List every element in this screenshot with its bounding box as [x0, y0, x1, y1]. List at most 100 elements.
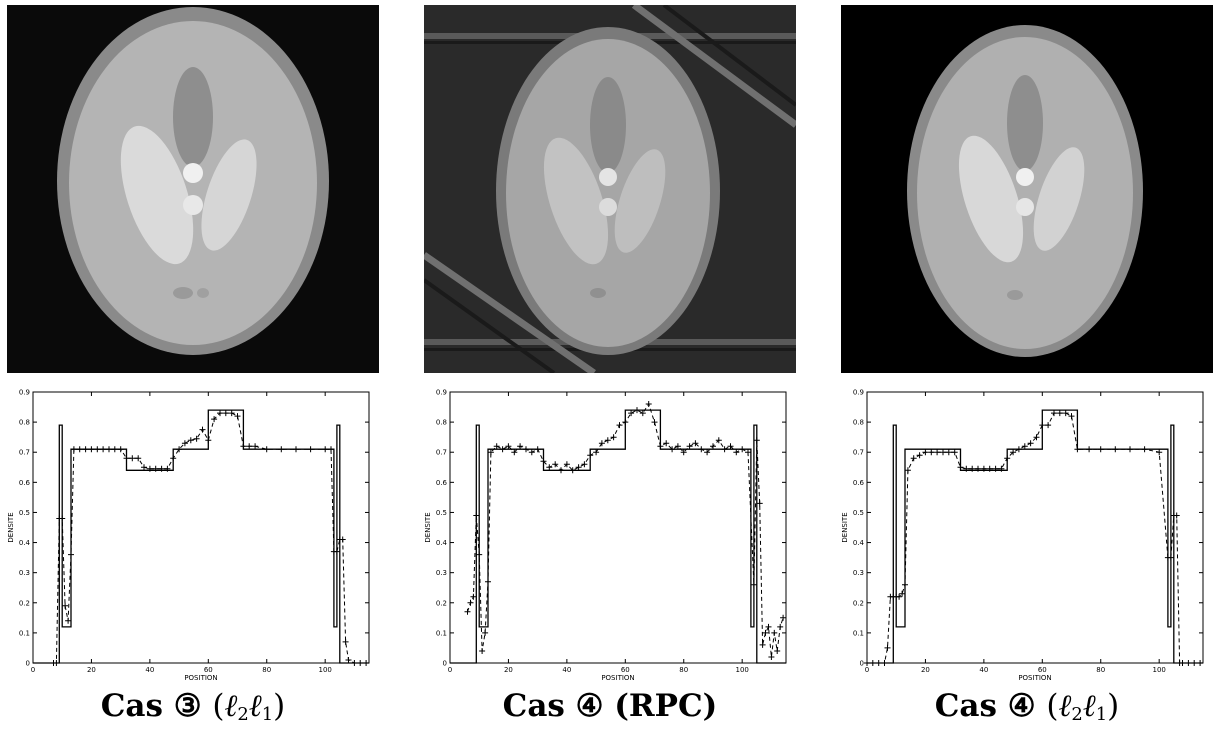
x-tick-label: 80 — [1096, 666, 1105, 674]
data-point-marker — [1051, 410, 1057, 417]
y-tick-label: 0.9 — [436, 389, 447, 397]
data-point-marker — [540, 458, 547, 465]
plot-frame — [32, 391, 370, 664]
data-point-marker — [88, 446, 95, 453]
data-point-marker — [753, 437, 760, 444]
caption-method: (ℓ2ℓ1) — [1046, 688, 1120, 725]
y-tick-label: 0.8 — [436, 419, 447, 427]
phantom-head — [907, 25, 1143, 357]
data-point-marker — [657, 443, 664, 450]
data-point-marker — [622, 419, 629, 426]
data-point-marker — [669, 446, 676, 453]
caption-prefix: Cas — [100, 688, 163, 724]
x-tick-label: 80 — [679, 666, 688, 674]
x-tick-label: 100 — [318, 666, 331, 674]
y-tick-label: 0.1 — [19, 629, 30, 637]
y-tick-label: 0.7 — [853, 449, 864, 457]
data-point-marker — [467, 599, 474, 606]
data-point-marker — [715, 437, 722, 444]
data-point-marker — [240, 443, 247, 450]
data-point-marker — [575, 464, 582, 471]
y-tick-label: 0.3 — [436, 569, 447, 577]
data-point-marker — [339, 536, 346, 543]
data-point-marker — [934, 449, 941, 456]
data-point-marker — [1074, 446, 1081, 453]
data-point-marker — [639, 410, 646, 417]
data-point-marker — [651, 419, 658, 426]
data-point-marker — [1027, 440, 1034, 447]
data-point-marker — [963, 465, 970, 472]
caption-cas4-l2l1: Cas ④ (ℓ2ℓ1) — [841, 686, 1213, 726]
data-point-marker — [482, 629, 489, 636]
reconstruction-image-cas3-l2l1 — [7, 5, 379, 373]
data-point-marker — [928, 449, 935, 456]
data-point-marker — [727, 443, 734, 450]
data-point-marker — [980, 465, 987, 472]
plot-series — [33, 409, 370, 666]
data-point-marker — [940, 449, 946, 456]
y-tick-label: 0.3 — [853, 569, 864, 577]
data-point-marker — [141, 464, 147, 471]
data-point-marker — [129, 455, 136, 462]
y-tick-label: 0.8 — [853, 419, 864, 427]
data-point-marker — [228, 410, 235, 417]
data-point-marker — [593, 449, 600, 456]
data-point-marker — [645, 401, 652, 407]
data-point-marker — [604, 437, 611, 444]
data-point-marker — [464, 608, 471, 615]
data-point-marker — [563, 461, 570, 468]
y-tick-label: 0.6 — [853, 479, 865, 487]
data-point-marker — [680, 449, 687, 456]
data-point-marker — [663, 440, 670, 447]
data-point-marker — [205, 437, 212, 444]
data-point-marker — [511, 449, 518, 456]
data-point-marker — [485, 578, 491, 585]
data-point-marker — [263, 446, 270, 453]
y-tick-label: 0.4 — [436, 539, 448, 547]
data-point-marker — [765, 623, 772, 630]
plot-frame — [449, 391, 787, 664]
data-point-marker — [581, 461, 588, 468]
caption-cas4-rpc: Cas ④ (RPC) — [424, 686, 796, 726]
x-tick-label: 40 — [145, 666, 154, 674]
data-point-marker — [517, 443, 524, 450]
y-tick-label: 0.1 — [853, 629, 864, 637]
data-point-marker — [733, 449, 740, 456]
x-tick-label: 60 — [621, 666, 630, 674]
data-point-marker — [969, 465, 976, 472]
data-point-marker — [473, 512, 480, 519]
series-line-reconstruction — [467, 402, 784, 658]
x-tick-label: 60 — [1038, 666, 1047, 674]
data-point-marker — [146, 465, 153, 472]
y-axis-label: DENSITE — [424, 512, 432, 542]
y-axis-label: DENSITE — [841, 512, 849, 542]
x-tick-label: 0 — [31, 666, 35, 674]
data-point-marker — [1045, 422, 1052, 429]
caption-case-number: ④ — [1007, 688, 1036, 724]
data-point-marker — [904, 467, 911, 474]
data-point-marker — [1156, 449, 1163, 456]
phantom-head — [496, 27, 720, 355]
caption-prefix: Cas — [934, 688, 997, 724]
x-tick-label: 0 — [865, 666, 869, 674]
y-tick-label: 0 — [26, 660, 30, 668]
data-point-marker — [528, 449, 535, 456]
data-point-marker — [199, 426, 206, 433]
data-point-marker — [487, 449, 494, 456]
data-point-marker — [922, 449, 929, 456]
data-point-marker — [721, 446, 728, 453]
data-point-marker — [181, 440, 188, 447]
data-point-marker — [884, 644, 891, 651]
data-point-marker — [759, 641, 766, 648]
data-point-marker — [1127, 446, 1133, 453]
x-tick-label: 20 — [504, 666, 513, 674]
x-tick-label: 60 — [204, 666, 213, 674]
data-point-marker — [222, 410, 229, 417]
data-point-marker — [674, 443, 681, 450]
y-tick-label: 0.7 — [19, 449, 30, 457]
data-point-marker — [499, 446, 506, 453]
data-point-marker — [951, 449, 958, 456]
data-point-marker — [117, 446, 124, 453]
x-tick-label: 40 — [979, 666, 988, 674]
caption-method: (RPC) — [614, 688, 718, 724]
